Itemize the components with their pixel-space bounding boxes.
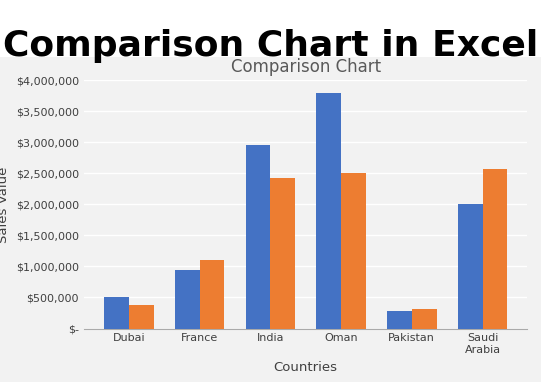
Title: Comparison Chart: Comparison Chart: [230, 58, 381, 76]
Bar: [129, 305, 154, 329]
FancyBboxPatch shape: [0, 57, 541, 382]
Bar: [341, 173, 366, 329]
Bar: [246, 146, 270, 329]
Bar: [200, 260, 225, 329]
Bar: [483, 169, 507, 329]
Bar: [175, 270, 200, 329]
Bar: [387, 311, 412, 329]
X-axis label: Countries: Countries: [274, 361, 338, 374]
Bar: [270, 178, 295, 329]
Bar: [316, 93, 341, 329]
Bar: [458, 204, 483, 329]
Text: Comparison Chart in Excel: Comparison Chart in Excel: [3, 29, 538, 63]
Bar: [412, 309, 437, 329]
Y-axis label: Sales Value: Sales Value: [0, 166, 10, 243]
Bar: [104, 298, 129, 329]
